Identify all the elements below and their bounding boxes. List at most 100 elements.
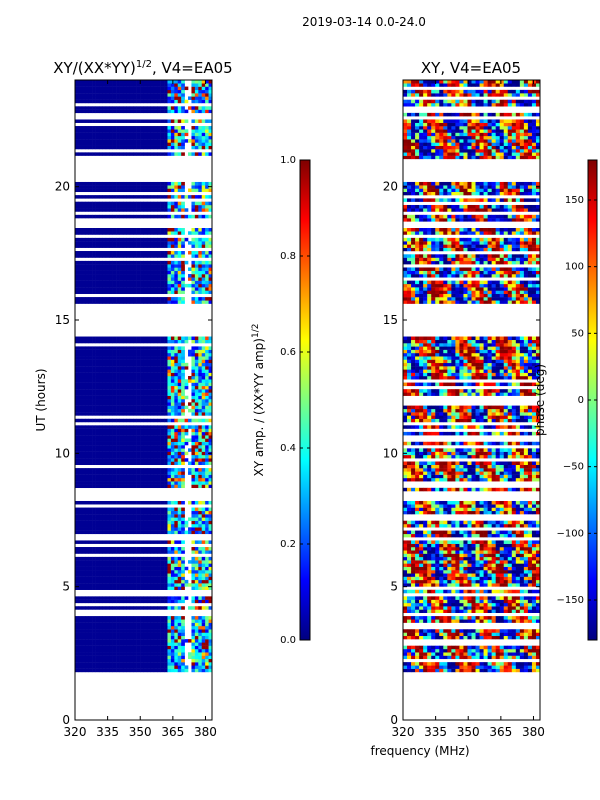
heatmap-cell — [136, 418, 141, 423]
heatmap-cell — [146, 566, 151, 571]
heatmap-cell — [112, 632, 117, 637]
heatmap-cell — [98, 237, 103, 242]
heatmap-cell — [88, 566, 93, 571]
heatmap-cell — [112, 237, 117, 242]
heatmap-cell — [85, 448, 89, 452]
heatmap-cell — [136, 142, 141, 146]
heatmap-cell — [174, 606, 179, 610]
heatmap-cell — [201, 251, 206, 255]
heatmap-cell — [153, 560, 158, 564]
heatmap-cell — [157, 369, 161, 373]
heatmap-cell — [208, 359, 212, 364]
heatmap-cell — [95, 658, 100, 663]
heatmap-cell — [129, 283, 134, 288]
heatmap-cell — [164, 208, 168, 212]
heatmap-cell — [167, 274, 172, 278]
heatmap-cell — [181, 642, 185, 646]
heatmap-cell — [177, 126, 182, 130]
heatmap-cell — [126, 132, 131, 137]
heatmap-cell — [126, 362, 131, 367]
heatmap-cell — [78, 389, 83, 393]
heatmap-cell — [126, 369, 131, 373]
heatmap-cell — [98, 208, 103, 212]
heatmap-cell — [78, 500, 83, 505]
heatmap-cell — [177, 435, 182, 439]
heatmap-cell — [143, 556, 148, 561]
heatmap-cell — [194, 109, 199, 114]
heatmap-cell — [191, 379, 196, 383]
heatmap-cell — [198, 152, 203, 156]
heatmap-cell — [105, 382, 110, 387]
heatmap-cell — [146, 392, 151, 396]
heatmap-cell — [160, 287, 165, 291]
heatmap-cell — [143, 668, 148, 673]
heatmap-cell — [208, 300, 212, 304]
heatmap-cell — [160, 83, 165, 87]
heatmap-cell — [105, 369, 110, 373]
heatmap-cell — [105, 665, 110, 669]
heatmap-cell — [85, 300, 89, 304]
heatmap-cell — [85, 573, 89, 577]
heatmap-cell — [201, 418, 206, 423]
heatmap-cell — [81, 507, 86, 512]
heatmap-cell — [164, 260, 168, 265]
heatmap-cell — [105, 441, 110, 446]
heatmap-cell — [136, 181, 141, 186]
heatmap-cell — [194, 86, 199, 91]
heatmap-cell — [133, 458, 137, 462]
heatmap-cell — [201, 445, 206, 449]
heatmap-cell — [143, 412, 148, 416]
heatmap-cell — [140, 188, 144, 193]
heatmap-cell — [194, 135, 199, 140]
heatmap-cell — [81, 477, 86, 482]
heatmap-cell — [92, 563, 96, 567]
heatmap-cell — [198, 510, 203, 515]
heatmap-cell — [129, 106, 134, 110]
heatmap-cell — [157, 356, 161, 360]
heatmap-cell — [136, 366, 141, 370]
heatmap-cell — [177, 635, 182, 640]
heatmap-cell — [174, 126, 179, 130]
heatmap-cell — [85, 606, 89, 610]
heatmap-cell — [208, 550, 212, 554]
heatmap-cell — [133, 86, 137, 91]
heatmap-cell — [191, 563, 196, 567]
heatmap-cell — [98, 231, 103, 235]
heatmap-cell — [102, 152, 107, 156]
heatmap-cell — [140, 254, 144, 258]
heatmap-cell — [75, 642, 79, 646]
heatmap-cell — [188, 195, 192, 199]
heatmap-cell — [191, 461, 196, 465]
heatmap-cell — [164, 300, 168, 304]
heatmap-cell — [105, 195, 110, 199]
heatmap-cell — [208, 369, 212, 373]
heatmap-cell — [191, 99, 196, 104]
heatmap-cell — [157, 665, 161, 669]
heatmap-cell — [146, 208, 151, 212]
heatmap-cell — [143, 635, 148, 640]
heatmap-cell — [75, 454, 79, 459]
heatmap-cell — [112, 629, 117, 633]
heatmap-cell — [167, 668, 172, 673]
heatmap-cell — [75, 385, 79, 390]
heatmap-cell — [75, 139, 79, 143]
heatmap-cell — [181, 625, 185, 630]
heatmap-cell — [109, 622, 113, 627]
heatmap-cell — [143, 231, 148, 235]
heatmap-cell — [85, 366, 89, 370]
heatmap-cell — [164, 241, 168, 245]
heatmap-cell — [170, 135, 175, 140]
heatmap-cell — [129, 662, 134, 666]
heatmap-cell — [98, 142, 103, 146]
heatmap-cell — [81, 639, 86, 643]
heatmap-cell — [140, 665, 144, 669]
heatmap-cell — [205, 356, 209, 360]
heatmap-cell — [85, 204, 89, 209]
heatmap-cell — [109, 510, 113, 515]
heatmap-cell — [174, 283, 179, 288]
heatmap-cell — [153, 208, 158, 212]
heatmap-cell — [174, 622, 179, 627]
heatmap-cell — [81, 563, 86, 567]
heatmap-cell — [92, 260, 96, 265]
heatmap-cell — [116, 454, 120, 459]
